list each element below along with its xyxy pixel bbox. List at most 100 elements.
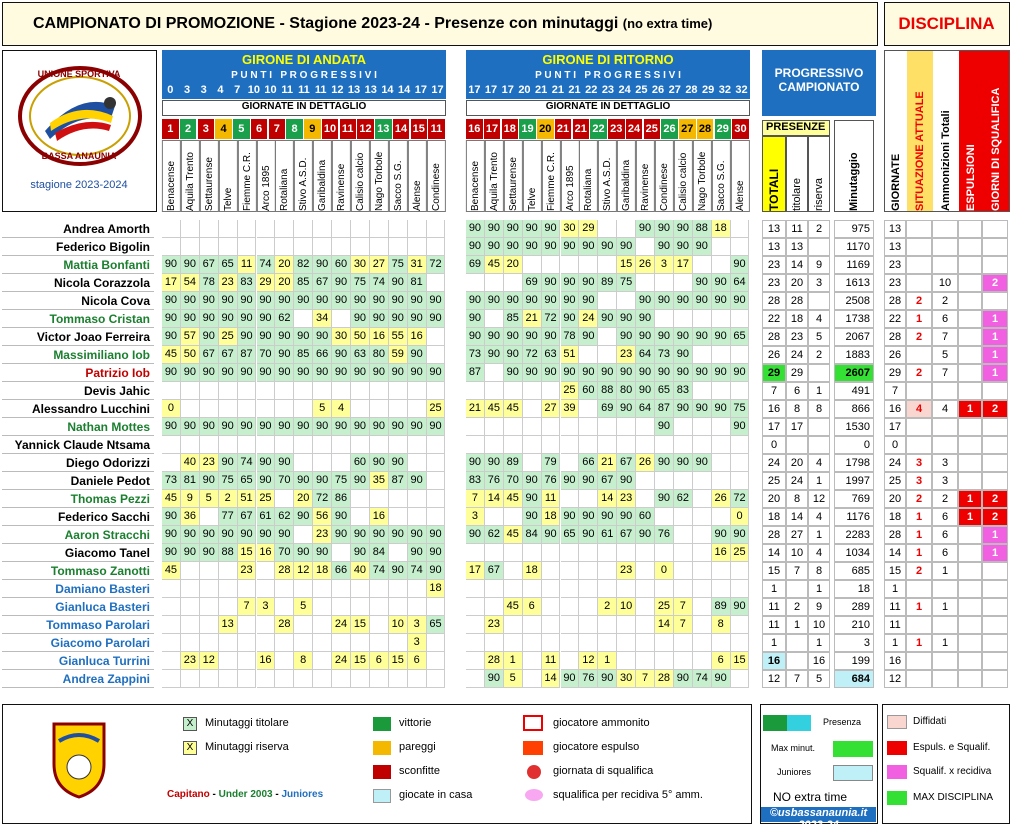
andata-cell: 25	[426, 400, 446, 418]
riserva-cell: 4	[808, 508, 830, 526]
ritorno-cell: 70	[503, 472, 523, 490]
ritorno-cell	[541, 382, 561, 400]
ammonizioni-cell: 2	[932, 490, 958, 508]
andata-cell: 70	[275, 544, 295, 562]
legend-juniores-2: Juniores	[777, 767, 812, 777]
andata-cell	[388, 490, 408, 508]
andata-cell: 70	[275, 472, 295, 490]
andata-cell	[407, 454, 427, 472]
legend-riserva-swatch: X	[183, 741, 197, 755]
ritorno-cell	[730, 580, 750, 598]
giornate-cell: 11	[884, 598, 906, 616]
ammonizioni-cell	[932, 220, 958, 238]
ritorno-cell	[730, 238, 750, 256]
andata-cell: 16	[256, 544, 276, 562]
player-name: Daniele Pedot	[2, 472, 154, 490]
andata-punti-value: 7	[234, 84, 241, 96]
andata-cell: 90	[351, 544, 370, 562]
ritorno-cell: 90	[503, 328, 523, 346]
legend-recidiva-icon	[525, 789, 543, 801]
ritorno-cell	[503, 544, 523, 562]
ritorno-cell: 14	[541, 670, 561, 688]
ritorno-cell: 18	[541, 508, 561, 526]
espulsioni-cell	[958, 274, 982, 292]
titolare-cell: 2	[786, 598, 808, 616]
situazione-cell	[906, 382, 932, 400]
andata-cell: 90	[388, 310, 408, 328]
andata-giornata: 8	[286, 119, 303, 139]
andata-cell	[218, 598, 238, 616]
andata-cell	[332, 544, 351, 562]
andata-cell: 90	[294, 418, 314, 436]
andata-cell	[162, 238, 181, 256]
ritorno-punti-value: 26	[651, 84, 665, 96]
andata-cell	[313, 436, 333, 454]
andata-cell	[199, 220, 219, 238]
legend-vittorie: vittorie	[399, 717, 432, 729]
ammonizioni-cell: 1	[932, 598, 958, 616]
andata-cell	[275, 670, 295, 688]
andata-cell: 90	[369, 418, 389, 436]
andata-cell	[313, 454, 333, 472]
minutaggio-cell: 1997	[834, 472, 874, 490]
ritorno-cell: 90	[617, 364, 637, 382]
ritorno-cell: 89	[711, 598, 731, 616]
ritorno-cell: 90	[560, 274, 580, 292]
riserva-cell: 5	[808, 670, 830, 688]
ritorno-punti-value: 27	[668, 84, 681, 96]
ritorno-cell: 85	[503, 310, 523, 328]
ritorno-cell: 90	[636, 220, 655, 238]
squalifica-cell	[982, 238, 1008, 256]
totali-cell: 13	[762, 238, 786, 256]
andata-cell: 90	[162, 526, 181, 544]
andata-cell	[294, 580, 314, 598]
titolare-cell: 14	[786, 256, 808, 274]
ammonizioni-cell	[932, 382, 958, 400]
andata-cell: 90	[218, 364, 238, 382]
andata-cell: 66	[313, 346, 333, 364]
andata-cell	[426, 220, 446, 238]
minutaggio-cell: 1613	[834, 274, 874, 292]
squalifica-cell	[982, 652, 1008, 670]
andata-cell: 40	[351, 562, 370, 580]
andata-giornata: 3	[197, 119, 214, 139]
ritorno-cell	[484, 634, 504, 652]
andata-cell: 90	[313, 328, 333, 346]
andata-cell	[275, 652, 295, 670]
andata-cell	[162, 436, 181, 454]
giornate-header: GIORNATE	[890, 153, 902, 211]
andata-cell	[313, 652, 333, 670]
ritorno-cell: 90	[541, 328, 561, 346]
ritorno-cell	[579, 400, 599, 418]
ritorno-cell	[579, 544, 599, 562]
ammonizioni-cell: 7	[932, 328, 958, 346]
andata-cell: 90	[275, 454, 295, 472]
ammonizioni-cell	[932, 580, 958, 598]
legend-maxdisc: MAX DISCIPLINA	[913, 792, 994, 803]
ritorno-cell	[673, 544, 693, 562]
andata-cell: 90	[294, 328, 314, 346]
titolare-cell: 8	[786, 490, 808, 508]
ritorno-cell	[579, 616, 599, 634]
andata-teams-row: Benacense Aquila Trento Settaurense Telve Fi…	[162, 140, 446, 212]
ritorno-cell: 90	[560, 292, 580, 310]
ritorno-cell: 90	[617, 472, 637, 490]
ritorno-cell: 90	[522, 472, 542, 490]
andata-cell: 65	[218, 256, 238, 274]
titolare-cell: 23	[786, 328, 808, 346]
andata-cell: 20	[275, 274, 295, 292]
andata-cell	[313, 580, 333, 598]
ritorno-punti-row: 17 17 17 20 21 21 21 22 23 24 25 26 27 28 29 32 32	[466, 84, 750, 99]
minutaggio-cell: 199	[834, 652, 874, 670]
andata-cell: 90	[313, 256, 333, 274]
ritorno-cell	[522, 436, 542, 454]
player-name: Nicola Corazzola	[2, 274, 154, 292]
ritorno-cell	[560, 562, 580, 580]
situazione-cell: 2	[906, 364, 932, 382]
riserva-header: riserva	[808, 136, 830, 212]
andata-cell	[162, 634, 181, 652]
ritorno-cell: 14	[598, 490, 618, 508]
ritorno-cell	[579, 436, 599, 454]
ritorno-cell	[560, 454, 580, 472]
ritorno-cell: 90	[598, 508, 618, 526]
